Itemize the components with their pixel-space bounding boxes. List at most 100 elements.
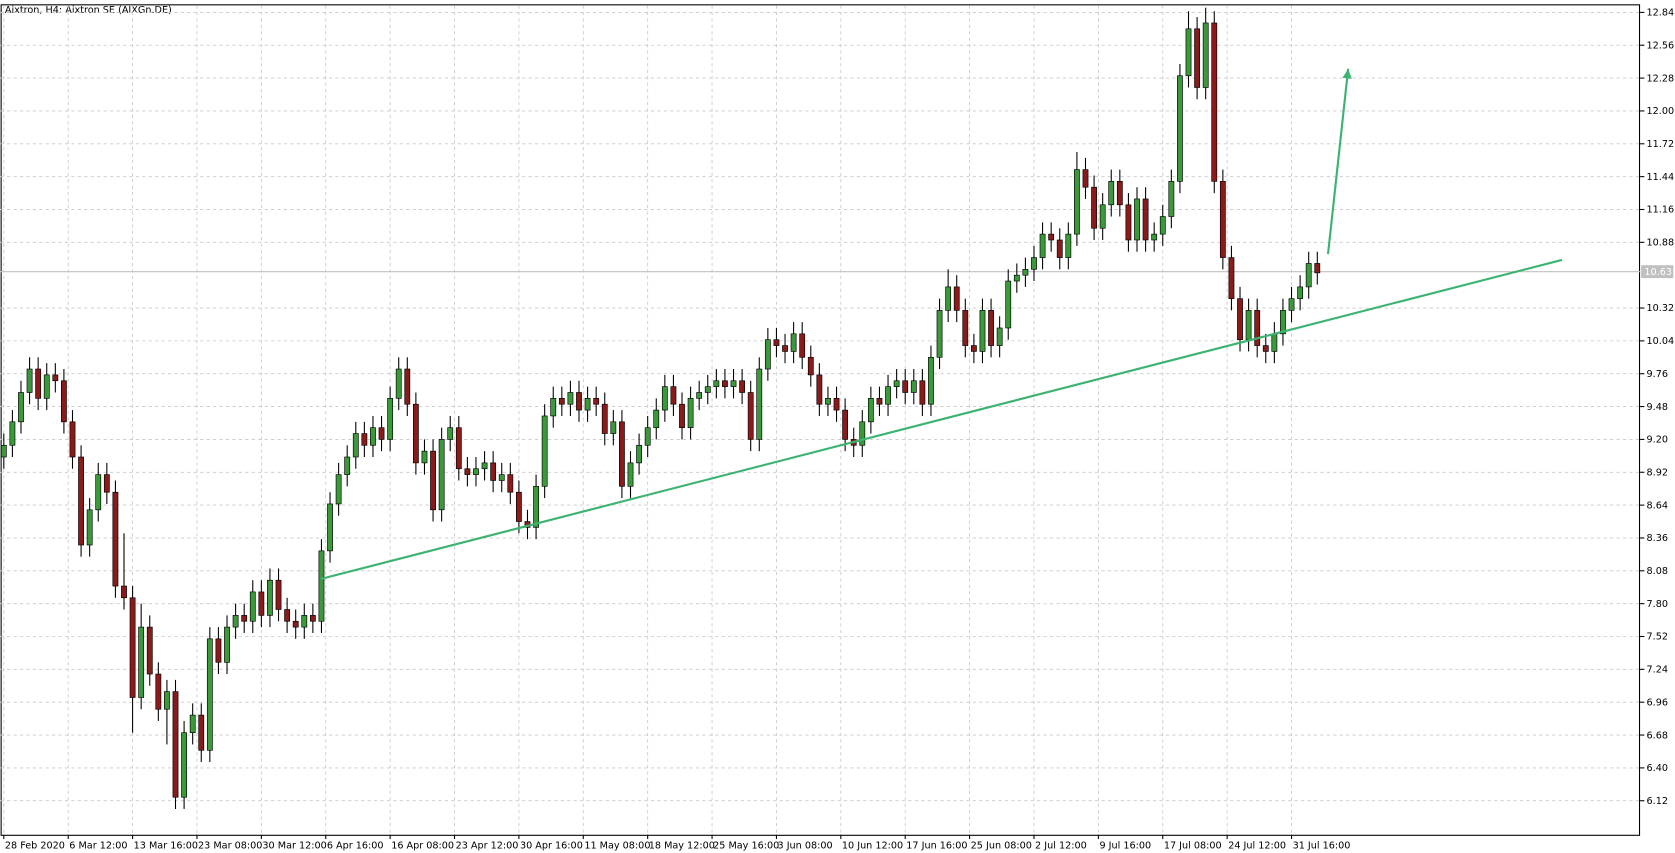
candle-body <box>807 356 814 376</box>
candle-body <box>378 427 385 440</box>
candle-body <box>593 398 600 405</box>
candle-body <box>601 403 608 434</box>
candle-body <box>455 427 462 470</box>
candle-body <box>1305 263 1312 288</box>
candle-body <box>146 626 153 675</box>
y-tick-label: 10.32 <box>1647 303 1675 314</box>
y-tick-label: 6.68 <box>1647 730 1668 741</box>
candle-body <box>790 333 797 352</box>
candle-body <box>335 474 342 505</box>
x-tick-label: 6 Apr 16:00 <box>327 841 384 852</box>
candle-body <box>498 474 505 481</box>
candle-body <box>619 421 625 487</box>
candle-body <box>387 398 394 440</box>
x-tick-label: 18 May 12:00 <box>649 841 715 852</box>
candle-body <box>756 368 763 440</box>
candle-body <box>112 491 119 587</box>
candle-body <box>412 403 419 464</box>
candle-body <box>473 468 479 475</box>
candle-body <box>945 286 952 311</box>
candle-body <box>284 609 291 622</box>
candle-body <box>1177 75 1183 182</box>
candle-body <box>1074 169 1080 235</box>
candle-body <box>1194 28 1200 88</box>
x-tick-label: 30 Apr 16:00 <box>520 841 583 852</box>
candle-body <box>267 579 273 616</box>
candle-body <box>722 380 728 387</box>
candle-body <box>902 380 909 393</box>
y-tick-label: 12.28 <box>1647 73 1675 84</box>
x-tick-label: 25 Jun 08:00 <box>971 841 1032 852</box>
candle-body <box>670 386 677 405</box>
candle-body <box>232 615 239 628</box>
y-tick-label: 7.80 <box>1647 599 1668 610</box>
grid <box>0 5 1641 835</box>
plot-frame <box>0 4 1641 836</box>
current-price-label: 10.63 <box>1644 267 1672 278</box>
candle-body <box>842 409 849 440</box>
candle-body <box>1202 22 1209 88</box>
candle-body <box>1219 181 1226 258</box>
x-tick-label: 23 Mar 08:00 <box>198 841 262 852</box>
candle-body <box>996 327 1003 346</box>
candle-body <box>78 456 84 546</box>
y-tick-label: 10.88 <box>1647 238 1675 249</box>
candle-body <box>558 398 565 405</box>
candle-body <box>893 380 900 387</box>
candle-body <box>490 462 497 481</box>
candle-body <box>1005 280 1012 329</box>
candle-body <box>825 398 831 405</box>
candle-body <box>1065 233 1072 258</box>
candle-body <box>69 421 76 458</box>
candle-body <box>241 615 248 622</box>
candle-body <box>275 579 282 610</box>
candle-body <box>533 486 539 528</box>
candle-body <box>988 310 994 346</box>
x-tick-label: 28 Feb 2020 <box>5 841 65 852</box>
arrow-line <box>1326 68 1350 255</box>
candle-body <box>1151 233 1158 241</box>
candle-body <box>481 462 488 470</box>
candle-body <box>747 392 754 440</box>
candle-body <box>567 392 574 405</box>
candle-body <box>627 462 634 487</box>
candle-body <box>1134 198 1140 241</box>
candle-body <box>43 374 50 399</box>
arrow-head <box>1342 68 1352 79</box>
x-tick-label: 31 Jul 16:00 <box>1293 841 1351 852</box>
candle-body <box>309 615 316 622</box>
candle-body <box>1031 257 1037 270</box>
candle-body <box>0 444 7 458</box>
candle-body <box>1280 310 1286 335</box>
candle-body <box>764 339 771 370</box>
y-tick-label: 12.84 <box>1647 8 1675 19</box>
current-price-box <box>1641 265 1674 279</box>
candle-body <box>1091 186 1097 229</box>
candle-body <box>95 474 102 511</box>
candle-body <box>430 450 436 511</box>
y-tick-label: 9.48 <box>1647 402 1668 413</box>
candle-body <box>1159 216 1166 235</box>
y-tick-label: 9.76 <box>1647 369 1668 380</box>
x-tick-label: 30 Mar 12:00 <box>262 841 326 852</box>
candle-body <box>189 714 196 734</box>
candle-body <box>644 427 651 446</box>
y-tick-label: 8.36 <box>1647 533 1668 544</box>
candle-body <box>661 386 668 411</box>
candle-body <box>687 398 694 429</box>
candle-body <box>352 433 359 458</box>
x-tick-label: 13 Mar 16:00 <box>134 841 198 852</box>
candle-body <box>1297 286 1304 299</box>
candle-body <box>867 398 874 423</box>
candle-body <box>438 439 445 511</box>
y-tick-label: 6.40 <box>1647 763 1668 774</box>
chart-title: Aixtron, H4: Aixtron SE (AIXGn.DE) <box>5 5 172 16</box>
candle-body <box>327 503 333 552</box>
candle-body <box>1237 298 1243 341</box>
candle-body <box>885 386 891 405</box>
candle-body <box>26 368 33 393</box>
y-tick-label: 8.08 <box>1647 566 1668 577</box>
candle-body <box>404 368 411 405</box>
candle-body <box>1082 169 1089 188</box>
candle-body <box>859 421 866 446</box>
